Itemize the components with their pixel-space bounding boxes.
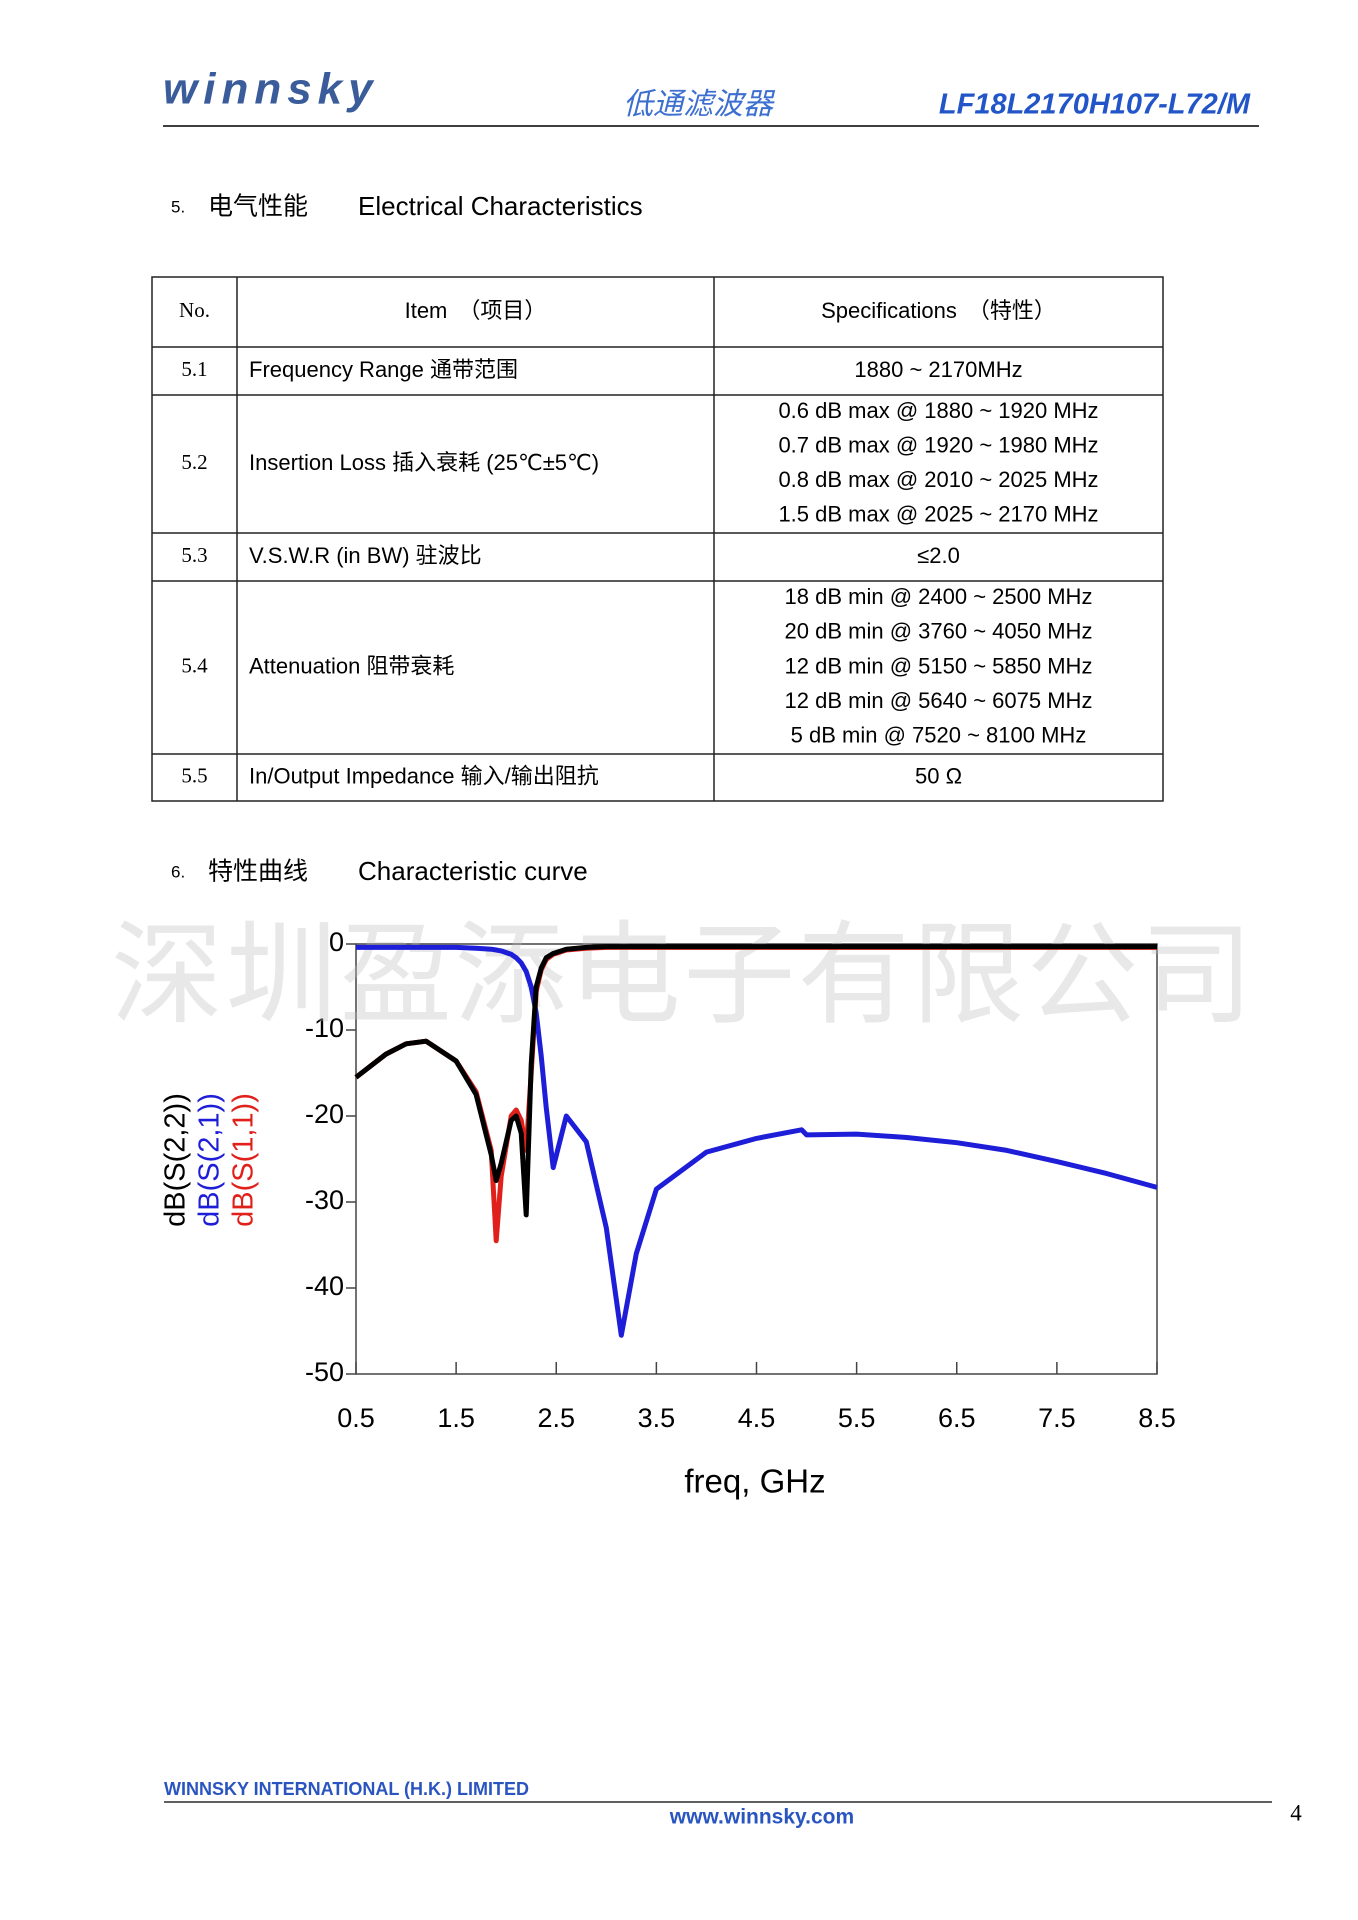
row-item: Attenuation 阻带衰耗	[249, 653, 454, 678]
row-number: 5.3	[181, 543, 207, 567]
column-header: Item （项目）	[405, 298, 547, 323]
x-tick-label: 8.5	[1138, 1403, 1176, 1433]
row-item: In/Output Impedance 输入/输出阻抗	[249, 763, 599, 788]
y-tick-label: -20	[305, 1099, 344, 1129]
y-axis-label: dB(S(2,2))	[160, 1093, 192, 1227]
section-number: 5.	[171, 197, 185, 216]
row-spec: 1880 ~ 2170MHz	[854, 357, 1022, 382]
x-tick-label: 3.5	[638, 1403, 676, 1433]
row-spec: 5 dB min @ 7520 ~ 8100 MHz	[791, 723, 1087, 748]
section-title-en: Electrical Characteristics	[358, 191, 643, 221]
y-tick-label: -30	[305, 1185, 344, 1215]
row-spec: 12 dB min @ 5150 ~ 5850 MHz	[785, 653, 1093, 678]
row-spec: 18 dB min @ 2400 ~ 2500 MHz	[785, 584, 1093, 609]
row-number: 5.2	[181, 450, 207, 474]
footer-company: WINNSKY INTERNATIONAL (H.K.) LIMITED	[164, 1779, 529, 1799]
row-spec: 0.8 dB max @ 2010 ~ 2025 MHz	[778, 467, 1098, 492]
x-tick-label: 6.5	[938, 1403, 976, 1433]
section-title-cn: 特性曲线	[208, 858, 308, 886]
section-title-en: Characteristic curve	[358, 856, 588, 886]
curve	[356, 944, 1158, 1338]
x-axis-label: freq, GHz	[684, 1463, 825, 1500]
x-tick-label: 1.5	[437, 1403, 475, 1433]
logo: winnsky	[163, 65, 379, 114]
row-number: 5.4	[181, 653, 208, 677]
x-tick-label: 2.5	[537, 1403, 575, 1433]
y-tick-label: 0	[329, 927, 344, 957]
spec-table	[151, 276, 1164, 802]
row-spec: 50 Ω	[915, 763, 962, 788]
column-header: No.	[179, 298, 210, 322]
row-number: 5.1	[181, 357, 207, 381]
column-header: Specifications （特性）	[821, 298, 1056, 323]
footer-website: www.winnsky.com	[669, 1806, 854, 1829]
y-tick-label: -10	[305, 1013, 344, 1043]
x-tick-label: 5.5	[838, 1403, 876, 1433]
section-title-cn: 电气性能	[208, 193, 308, 221]
row-spec: 20 dB min @ 3760 ~ 4050 MHz	[785, 619, 1093, 644]
row-spec: 0.6 dB max @ 1880 ~ 1920 MHz	[778, 398, 1098, 423]
curve	[354, 944, 1157, 1218]
row-number: 5.5	[181, 763, 207, 787]
x-tick-label: 0.5	[337, 1403, 375, 1433]
row-item: V.S.W.R (in BW) 驻波比	[249, 543, 482, 568]
part-number: LF18L2170H107-L72/M	[939, 89, 1251, 121]
x-tick-label: 7.5	[1038, 1403, 1076, 1433]
y-tick-label: -40	[305, 1271, 344, 1301]
row-spec: 0.7 dB max @ 1920 ~ 1980 MHz	[778, 433, 1098, 458]
row-item: Frequency Range 通带范围	[249, 357, 518, 382]
page-number: 4	[1290, 1800, 1302, 1825]
row-spec: 1.5 dB max @ 2025 ~ 2170 MHz	[778, 502, 1098, 527]
y-tick-label: -50	[305, 1357, 344, 1387]
x-tick-label: 4.5	[738, 1403, 776, 1433]
section-number: 6.	[171, 862, 185, 881]
table-border	[151, 276, 1164, 802]
y-axis-label: dB(S(1,1))	[228, 1093, 260, 1227]
row-item: Insertion Loss 插入衰耗 (25℃±5℃)	[249, 450, 599, 475]
header-title: 低通滤波器	[623, 88, 776, 121]
row-spec: ≤2.0	[917, 543, 960, 568]
y-axis-label: dB(S(2,1))	[194, 1093, 226, 1227]
row-spec: 12 dB min @ 5640 ~ 6075 MHz	[785, 688, 1093, 713]
watermark: 深圳盈添电子有限公司	[111, 915, 1253, 1039]
